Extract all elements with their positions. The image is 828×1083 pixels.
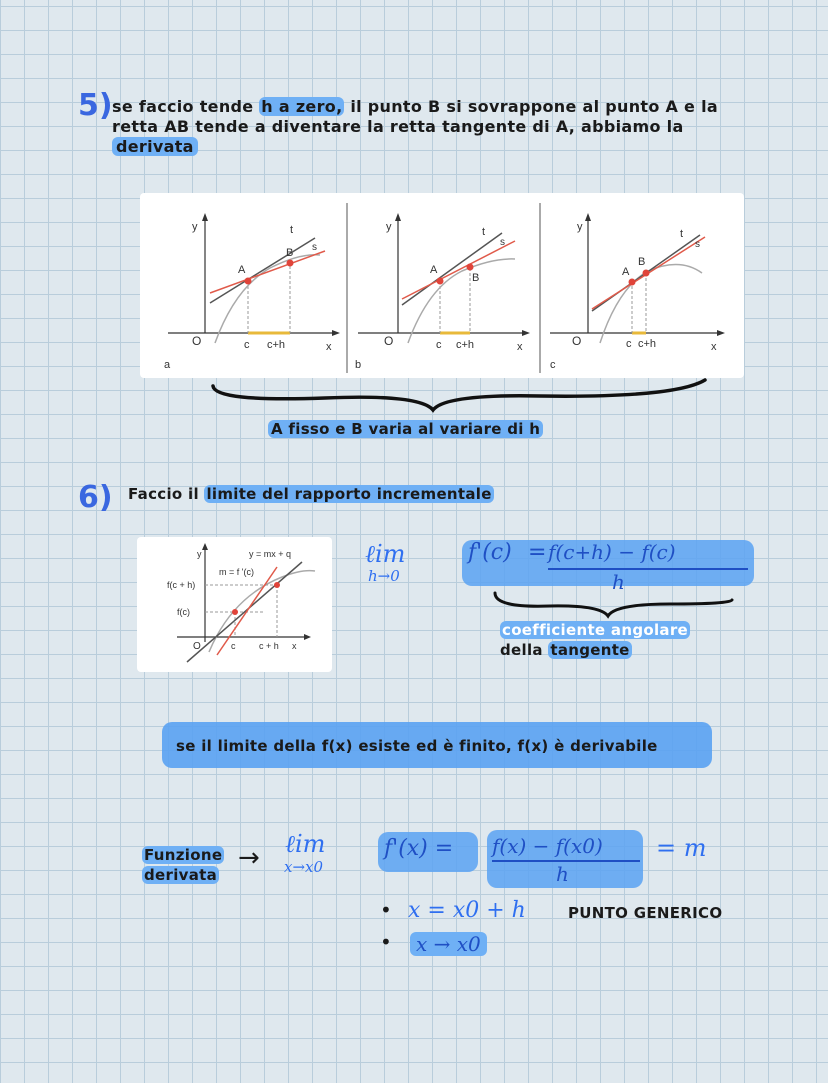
axis-x-label: x [517, 341, 523, 353]
tick-c-label: c [231, 641, 236, 651]
formula1-lim: ℓim [365, 540, 406, 568]
brace-label-line1: coefficiente angolare [500, 621, 690, 639]
origin-label: O [572, 334, 581, 348]
formula2-lim: ℓim [285, 830, 326, 858]
section-5-text: se faccio tende h a zero, il punto B si … [112, 97, 792, 157]
line-s-label: s [312, 242, 317, 253]
tick-ch-label: c + h [259, 641, 279, 651]
origin-label: O [384, 334, 393, 348]
section-6-text: Faccio il limite del rapporto incrementa… [128, 485, 494, 503]
panel-letter: b [355, 359, 361, 371]
formula1-eq: = [528, 540, 547, 565]
curly-brace [211, 378, 707, 413]
panel-c: y O c c+h x A B t s c [550, 213, 725, 371]
formula2-lhs-highlight [378, 832, 478, 872]
section-6-prefix: Faccio il [128, 485, 205, 503]
formula2-rhs: = m [656, 834, 707, 862]
formula2-arrow: → [238, 843, 260, 873]
formula2-numerator: f(x) − f(x0) [492, 834, 603, 858]
tangent-figure: y y = mx + q m = f '(c) f(c + h) f(c) O … [137, 537, 332, 672]
bullet-1-formula: x = x0 + h [408, 898, 526, 923]
formula1-fraction-bar [548, 568, 748, 570]
tick-c-label: c [436, 339, 442, 351]
point-b-label: B [286, 247, 293, 259]
formula2-label: Funzione derivata [142, 845, 225, 885]
secant-tangent-figure: y O c c+h x A B t s a y O c [140, 193, 744, 378]
formula2-lhs: f'(x) = [384, 836, 454, 861]
note-text: se il limite della f(x) esiste ed è fini… [176, 737, 658, 755]
axis-x-label: x [326, 341, 332, 353]
tick-c-label: c [626, 338, 632, 350]
figure-caption-text: A fisso e B varia al variare di h [268, 420, 544, 438]
bullet-1: • [380, 898, 392, 922]
origin-label: O [192, 334, 201, 348]
formula1-numerator: f(c+h) − f(c) [548, 540, 676, 564]
formula1-brace-label: coefficiente angolare della tangente [500, 620, 690, 660]
axis-x-label: x [292, 641, 297, 651]
brace-label-line2a: della [500, 641, 549, 659]
tick-c-label: c [244, 339, 250, 351]
axis-y-label: y [192, 221, 198, 233]
tangent-svg: y y = mx + q m = f '(c) f(c + h) f(c) O … [167, 543, 316, 663]
panel-a: y O c c+h x A B t s a [164, 213, 340, 371]
note-box [162, 722, 712, 768]
axis-y-label: y [386, 221, 392, 233]
formula1-highlight [462, 540, 754, 586]
section-6-number: 6) [78, 480, 113, 515]
fc-label: f(c) [177, 607, 190, 617]
point-a-label: A [238, 264, 246, 276]
point-a-label: A [622, 266, 630, 278]
section-5-derivata: derivata [112, 137, 198, 156]
point-b-label: B [638, 256, 645, 268]
formula2-denominator: h [556, 862, 569, 886]
point-a-label: A [430, 264, 438, 276]
section-5-line2: retta AB tende a diventare la retta tang… [112, 117, 684, 136]
formula2-fraction-bar [492, 860, 640, 862]
formula2-fraction-highlight [487, 830, 643, 888]
axis-y-label: y [197, 549, 202, 559]
section-5-line1b: il punto B si sovrappone al punto A e la [344, 97, 718, 116]
formula1-lhs: f'(c) [468, 540, 512, 565]
bullet-1-label: PUNTO GENERICO [568, 904, 723, 922]
slope-label: m = f '(c) [219, 567, 254, 577]
line-equation-label: y = mx + q [249, 549, 291, 559]
brace-label-line2b: tangente [548, 641, 632, 659]
formula2-label2: derivata [142, 866, 220, 884]
line-s-label: s [695, 239, 700, 250]
panel-b: y O c c+h x A B t s b [355, 213, 530, 371]
panel-letter: c [550, 359, 556, 371]
formula2-lim-sub: x→x0 [284, 858, 324, 876]
section-5-highlight-h: h a zero, [259, 97, 345, 116]
bullet-2-formula: x → x0 [410, 932, 487, 956]
formula1-brace [493, 591, 734, 619]
line-t-label: t [290, 224, 293, 236]
panel-letter: a [164, 359, 171, 371]
section-5-line1a: se faccio tende [112, 97, 260, 116]
section-6-highlight: limite del rapporto incrementale [204, 485, 494, 503]
tick-ch-label: c+h [267, 339, 285, 351]
bullet-2: • [380, 930, 392, 954]
fch-label: f(c + h) [167, 580, 195, 590]
figure-caption: A fisso e B varia al variare di h [268, 420, 544, 438]
secant-tangent-svg: y O c c+h x A B t s a y O c [164, 203, 725, 373]
formula1-denominator: h [612, 570, 625, 594]
point-b-label: B [472, 272, 479, 284]
tick-ch-label: c+h [638, 338, 656, 350]
axis-y-label: y [577, 221, 583, 233]
line-t-label: t [482, 226, 485, 238]
origin-label: O [193, 641, 201, 652]
line-t-label: t [680, 228, 683, 240]
formula1-lim-sub: h→0 [368, 567, 400, 585]
line-s-label: s [500, 237, 505, 248]
formula2-label1: Funzione [142, 846, 225, 864]
tick-ch-label: c+h [456, 339, 474, 351]
axis-x-label: x [711, 341, 717, 353]
section-5-number: 5) [78, 88, 113, 123]
